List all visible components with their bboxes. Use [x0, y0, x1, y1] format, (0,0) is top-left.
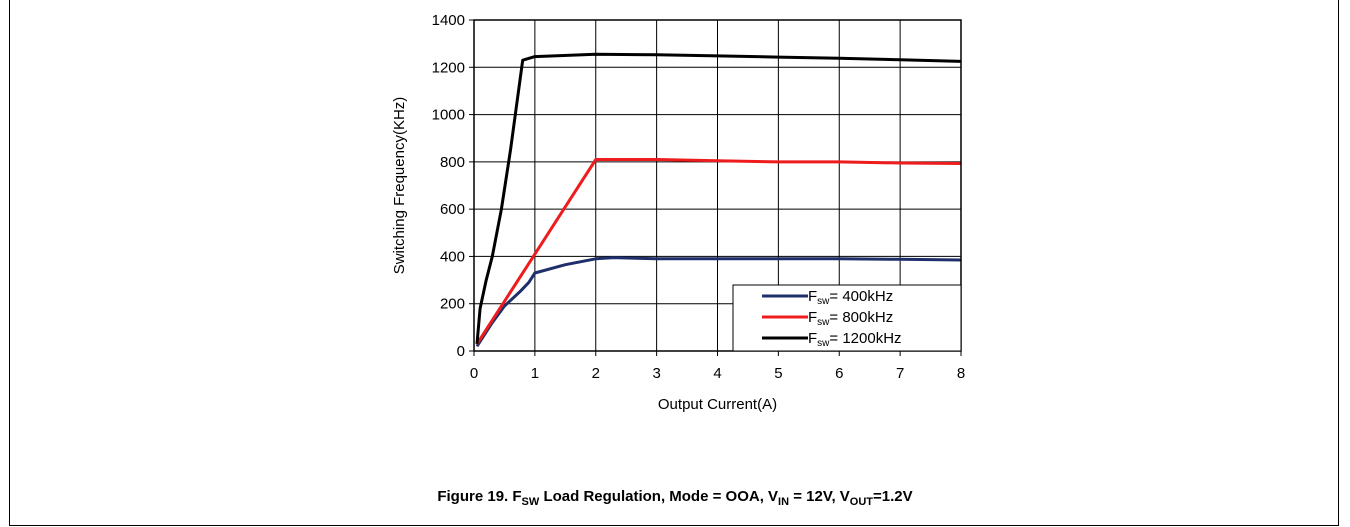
- y-tick-labels: 0 200 400 600 800 1000 1200 1400: [432, 12, 465, 360]
- series-line-0: [475, 256, 962, 348]
- y-tick-label: 600: [440, 201, 465, 218]
- figure-frame: [9, 0, 1339, 526]
- caption-vout-sub: OUT: [849, 496, 874, 508]
- caption-text-2: = 12V, V: [789, 488, 850, 505]
- x-tick-label: 7: [896, 365, 904, 382]
- plot-border: [473, 19, 962, 352]
- x-tick-labels: 0 1 2 3 4 5 6 7 8: [470, 365, 965, 382]
- x-tick-label: 0: [470, 365, 478, 382]
- y-tick-label: 1200: [432, 59, 465, 76]
- y-tick-label: 800: [440, 154, 465, 171]
- y-tick-label: 1400: [432, 12, 465, 29]
- x-tick-label: 4: [713, 365, 721, 382]
- x-axis-label: Output Current(A): [658, 396, 777, 413]
- x-tick-label: 8: [957, 365, 965, 382]
- y-axis-label: Switching Frequency(KHz): [391, 97, 408, 275]
- caption-text-1: Load Regulation, Mode = OOA, V: [539, 488, 779, 505]
- y-tick-label: 400: [440, 248, 465, 265]
- caption-text-3: =1.2V: [873, 488, 913, 505]
- y-tick-label: 1000: [432, 107, 465, 124]
- caption-f: F: [512, 488, 522, 505]
- figure-caption: Figure 19. FSW Load Regulation, Mode = O…: [0, 488, 1350, 508]
- frequency-chart: 0 200 400 600 800 1000 1200 1400 0 1 2 3 4 5 6 7 8 Outp…: [391, 12, 965, 413]
- caption-f-sub: SW: [521, 496, 540, 508]
- x-tick-label: 2: [592, 365, 600, 382]
- caption-vin-sub: IN: [778, 496, 790, 508]
- x-tick-label: 1: [531, 365, 539, 382]
- series-line-2: [475, 52, 962, 345]
- series-line-1: [475, 158, 962, 345]
- legend-label: Fsw= 800kHz: [808, 309, 893, 328]
- x-tick-label: 3: [652, 365, 660, 382]
- legend: Fsw= 400kHz Fsw= 800kHz Fsw= 1200kHz: [732, 284, 962, 352]
- series-lines: [475, 52, 962, 348]
- legend-label: Fsw= 1200kHz: [808, 330, 902, 349]
- y-tick-label: 0: [457, 343, 465, 360]
- x-tick-label: 6: [835, 365, 843, 382]
- y-tick-label: 200: [440, 296, 465, 313]
- caption-figure-number: Figure 19.: [437, 488, 509, 505]
- x-tick-label: 5: [774, 365, 782, 382]
- legend-label: Fsw= 400kHz: [808, 288, 893, 307]
